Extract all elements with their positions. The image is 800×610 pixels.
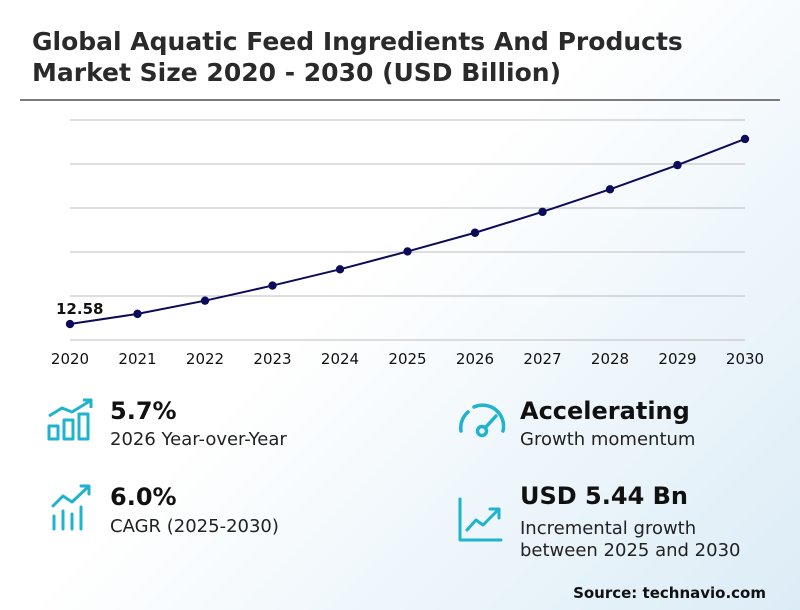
x-tick-label: 2022 bbox=[186, 350, 224, 368]
speedometer-icon bbox=[459, 403, 506, 438]
data-label: 12.58 bbox=[56, 300, 103, 318]
data-point-2023 bbox=[268, 281, 277, 290]
title-line-1: Global Aquatic Feed Ingredients And Prod… bbox=[32, 27, 683, 56]
line-chart-icon bbox=[458, 497, 503, 542]
data-point-2025 bbox=[403, 247, 412, 256]
data-point-2026 bbox=[470, 228, 480, 237]
x-tick-label: 2023 bbox=[253, 350, 291, 368]
data-point-2021 bbox=[133, 309, 142, 319]
data-point-2030 bbox=[740, 134, 750, 144]
data-point-2029 bbox=[673, 160, 682, 170]
x-tick-label: 2027 bbox=[523, 350, 561, 368]
x-tick-label: 2025 bbox=[388, 350, 426, 368]
stat-incremental-value: USD 5.44 Bn bbox=[520, 482, 688, 510]
x-tick-label: 2020 bbox=[51, 350, 89, 368]
x-tick-label: 2026 bbox=[456, 350, 494, 368]
stat-cagr-label: CAGR (2025-2030) bbox=[110, 516, 279, 537]
stat-incremental-label-1: Incremental growth bbox=[520, 518, 697, 539]
data-point-2028 bbox=[605, 185, 615, 194]
stat-cagr-value: 6.0% bbox=[110, 483, 177, 511]
line-chart: 2020 2021 2022 2023 2024 2025 2026 2027 2028 2029… bbox=[51, 119, 764, 368]
data-point-2020 bbox=[65, 319, 75, 329]
x-tick-label: 2029 bbox=[658, 350, 696, 368]
source-credit: Source: technavio.com bbox=[573, 584, 766, 602]
title-divider bbox=[20, 99, 780, 101]
x-tick-label: 2021 bbox=[118, 350, 156, 368]
x-tick-label: 2030 bbox=[726, 350, 764, 368]
x-tick-label: 2024 bbox=[321, 350, 359, 368]
trend-bars-icon bbox=[51, 484, 91, 531]
chart-title: Global Aquatic Feed Ingredients And Prod… bbox=[32, 26, 772, 88]
data-point-2027 bbox=[538, 207, 547, 217]
data-point-2024 bbox=[335, 265, 345, 274]
stat-momentum-label: Growth momentum bbox=[520, 429, 696, 450]
bar-chart-growth-icon bbox=[47, 398, 93, 441]
title-line-2: Market Size 2020 - 2030 (USD Billion) bbox=[32, 58, 561, 87]
x-tick-label: 2028 bbox=[591, 350, 629, 368]
stat-incremental-label-2: between 2025 and 2030 bbox=[520, 540, 741, 561]
stat-yoy-value: 5.7% bbox=[110, 397, 177, 425]
data-point-2022 bbox=[200, 296, 210, 305]
stat-yoy-label: 2026 Year-over-Year bbox=[110, 429, 287, 450]
stat-momentum-value: Accelerating bbox=[520, 397, 690, 425]
